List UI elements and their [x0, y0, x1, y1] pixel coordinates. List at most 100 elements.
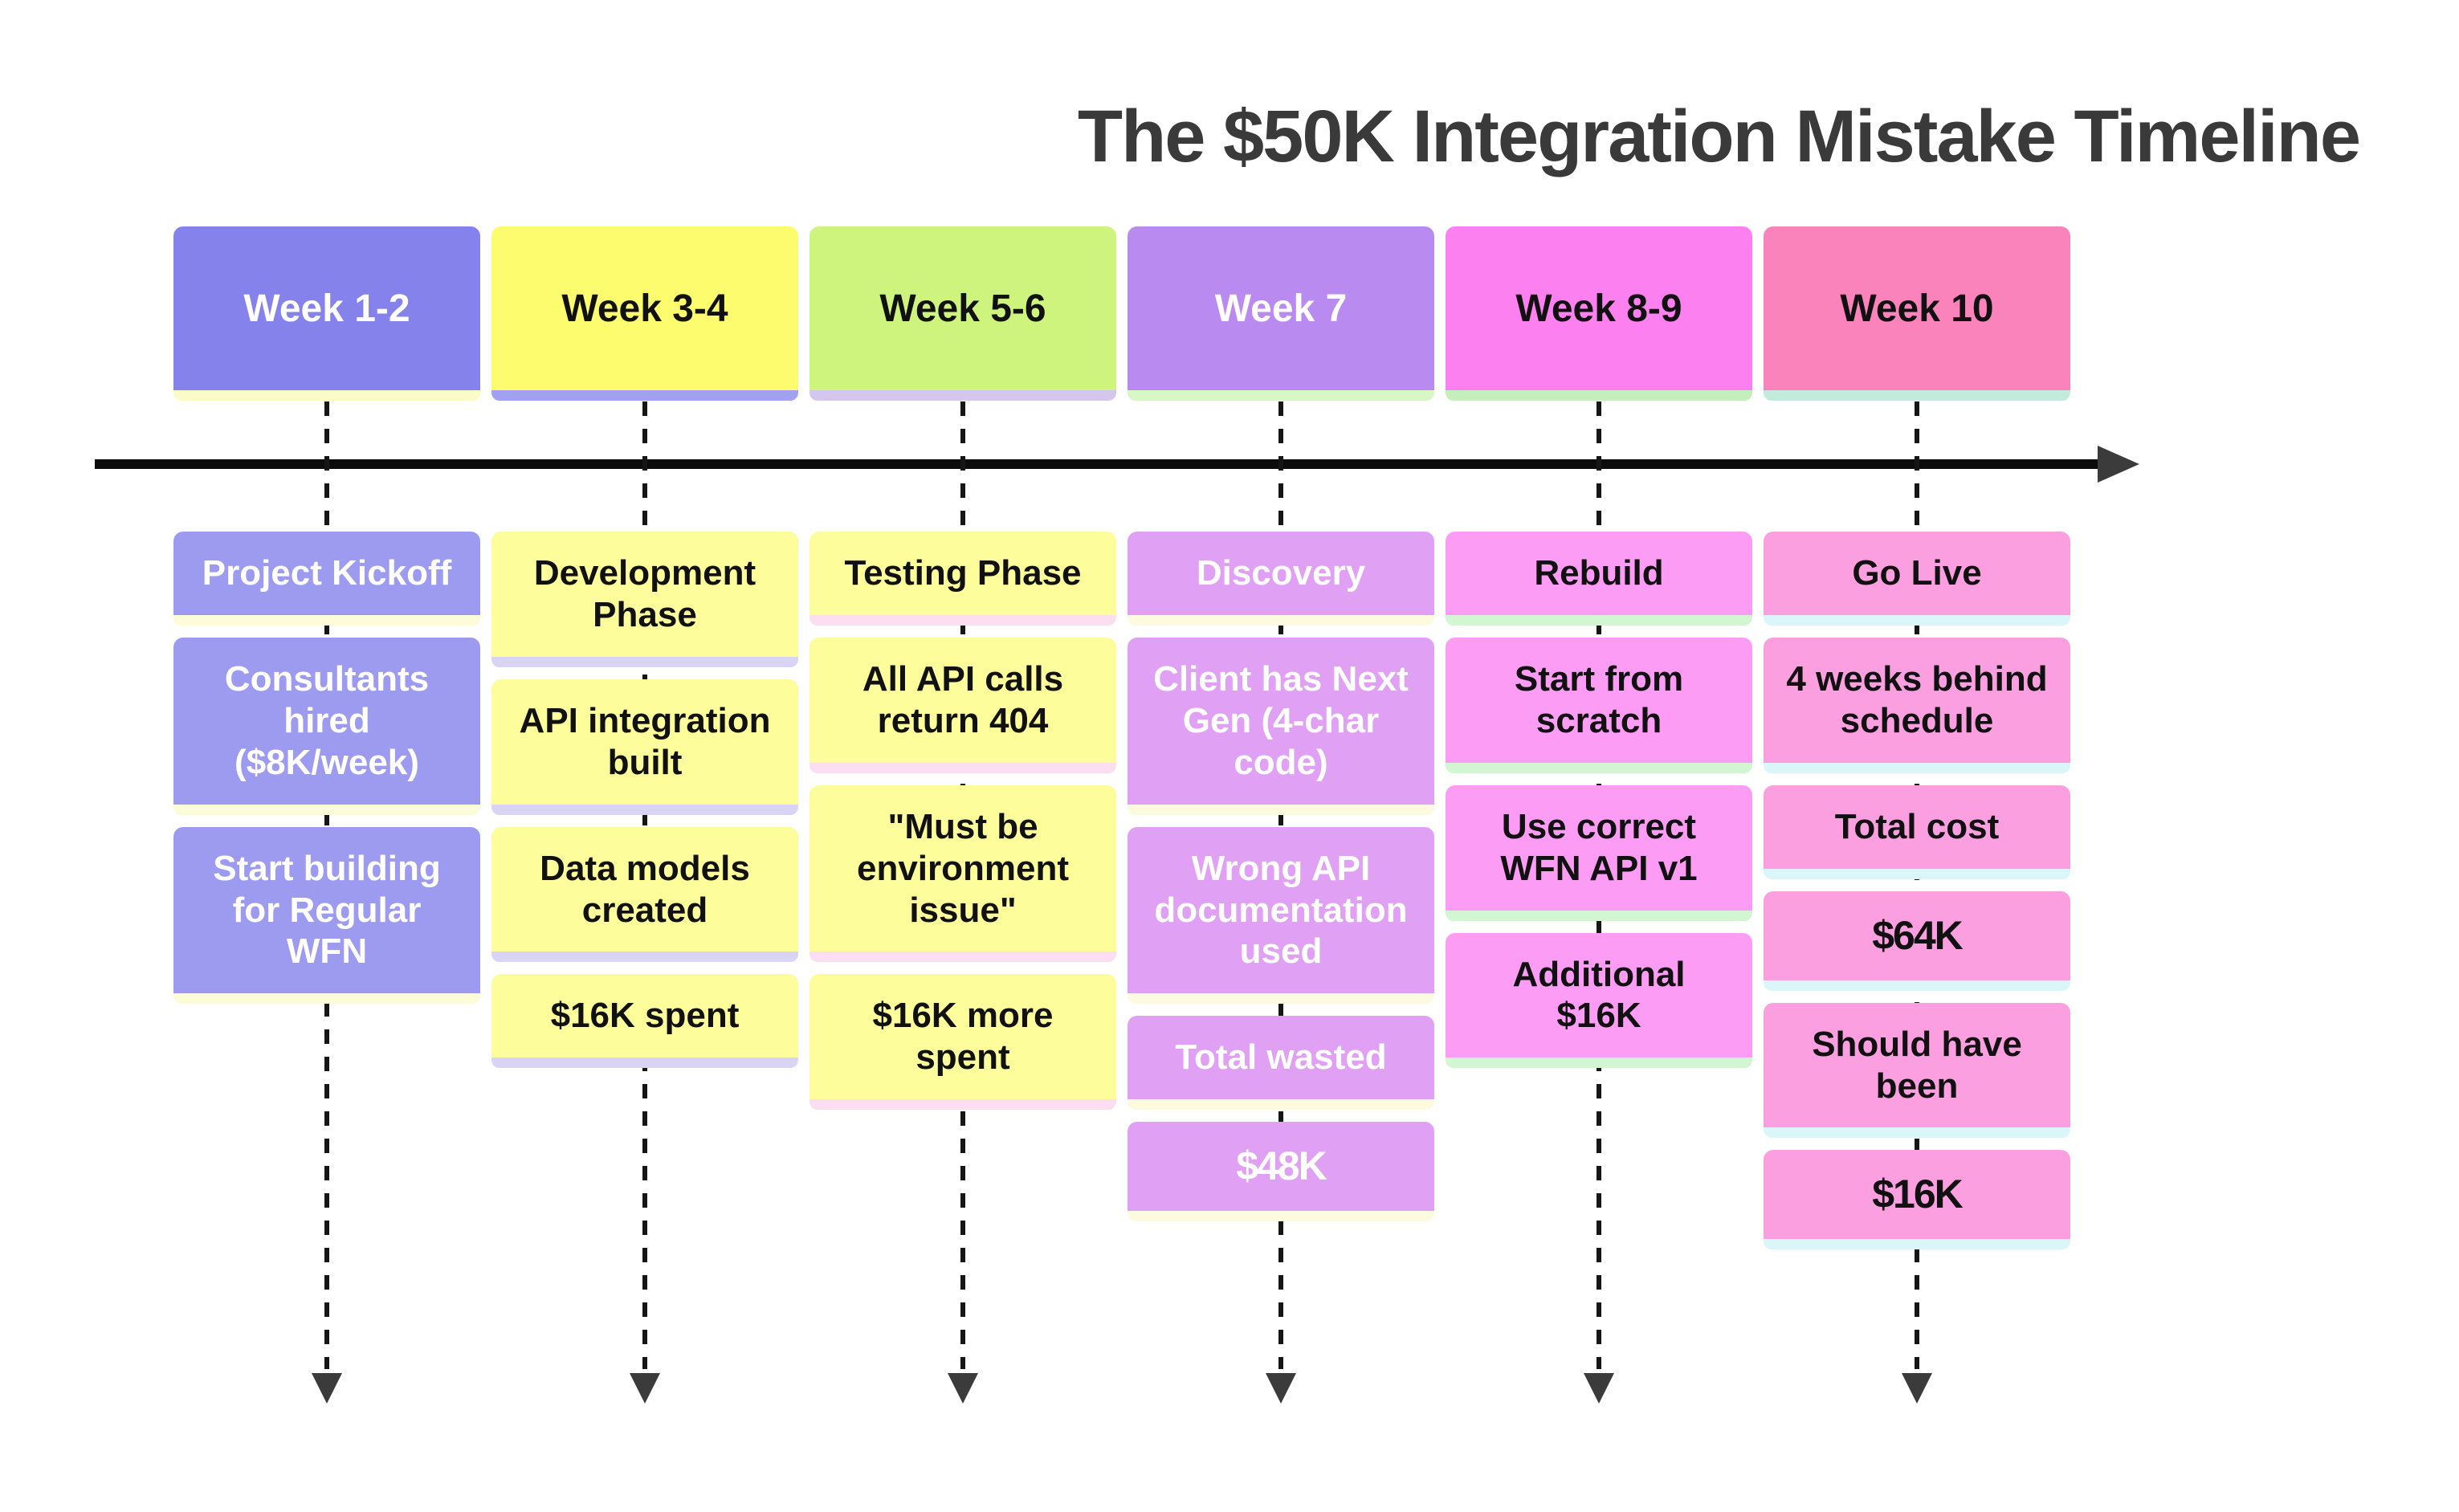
event-label: $16K more spent	[872, 996, 1054, 1078]
timeline-column: Week 5-6 Testing Phase All API calls ret…	[809, 226, 1116, 1404]
event-item: Start from scratch	[1446, 637, 1752, 773]
event-shadow	[173, 804, 480, 815]
event-shadow	[491, 656, 798, 667]
period-shadow	[491, 390, 798, 401]
event-shadow	[1764, 1239, 2070, 1250]
event-list: Rebuild Start from scratch Use correct W…	[1446, 532, 1752, 1080]
event-label: $64K	[1872, 912, 1964, 958]
event-card: Start building for Regular WFN	[173, 826, 480, 994]
event-item: Project Kickoff	[173, 532, 480, 626]
event-label: Additional $16K	[1512, 954, 1686, 1036]
event-label: $16K spent	[550, 996, 740, 1036]
event-label: Discovery	[1196, 553, 1366, 593]
event-shadow	[1128, 1211, 1434, 1222]
event-item: "Must be environment issue"	[809, 785, 1116, 963]
event-card: $16K more spent	[809, 974, 1116, 1100]
page-title: The $50K Integration Mistake Timeline	[1077, 96, 2361, 177]
timeline-column: Week 7 Discovery Client has Next Gen (4-…	[1128, 226, 1434, 1404]
event-card: API integration built	[491, 679, 798, 805]
timeline-column: Week 1-2 Project Kickoff Consultants hir…	[173, 226, 480, 1404]
event-item: Total cost	[1764, 785, 2070, 879]
period-shadow	[1764, 390, 2070, 401]
period-label: Week 8-9	[1515, 287, 1682, 330]
event-list: Project Kickoff Consultants hired ($8K/w…	[173, 532, 480, 1016]
event-item: $48K	[1128, 1122, 1434, 1222]
event-item: Rebuild	[1446, 532, 1752, 626]
event-shadow	[1764, 762, 2070, 773]
event-item: All API calls return 404	[809, 637, 1116, 773]
event-label: Data models created	[540, 848, 750, 930]
event-list: Discovery Client has Next Gen (4-char co…	[1128, 532, 1434, 1233]
event-item: Consultants hired ($8K/week)	[173, 637, 480, 815]
event-shadow	[1764, 1127, 2070, 1139]
event-label: Rebuild	[1534, 553, 1664, 593]
period-label: Week 5-6	[879, 287, 1046, 330]
period-shadow	[1128, 390, 1434, 401]
event-item: Should have been	[1764, 1002, 2070, 1139]
event-label: Use correct WFN API v1	[1500, 806, 1698, 888]
event-card: Client has Next Gen (4-char code)	[1128, 637, 1434, 805]
event-item: Total wasted	[1128, 1016, 1434, 1111]
event-card: $48K	[1128, 1122, 1434, 1212]
event-label: "Must be environment issue"	[856, 806, 1070, 930]
period-shadow	[1446, 390, 1752, 401]
connector-arrowhead-icon	[1266, 1373, 1296, 1404]
event-shadow	[1764, 614, 2070, 626]
event-card: Project Kickoff	[173, 532, 480, 615]
event-item: Data models created	[491, 826, 798, 963]
event-card: Total cost	[1764, 785, 2070, 869]
event-card: Discovery	[1128, 532, 1434, 615]
event-label: 4 weeks behind schedule	[1786, 658, 2048, 740]
event-item: Use correct WFN API v1	[1446, 785, 1752, 921]
timeline-columns: Week 1-2 Project Kickoff Consultants hir…	[173, 226, 2070, 1404]
event-shadow	[491, 1058, 798, 1069]
event-label: $16K	[1872, 1172, 1964, 1217]
event-item: Start building for Regular WFN	[173, 826, 480, 1005]
event-item: $16K	[1764, 1150, 2070, 1250]
event-label: Should have been	[1812, 1024, 2022, 1106]
axis-arrowhead-icon	[2098, 446, 2139, 483]
event-item: Client has Next Gen (4-char code)	[1128, 637, 1434, 815]
event-card: $16K	[1764, 1150, 2070, 1240]
event-item: Development Phase	[491, 532, 798, 667]
event-card: Total wasted	[1128, 1016, 1434, 1100]
period-box: Week 3-4	[491, 226, 798, 390]
period-label: Week 3-4	[561, 287, 728, 330]
event-label: Total cost	[1834, 806, 2000, 846]
event-card: Go Live	[1764, 532, 2070, 615]
event-shadow	[1446, 762, 1752, 773]
period-label: Week 1-2	[243, 287, 410, 330]
event-label: Testing Phase	[844, 553, 1082, 593]
event-item: Wrong API documentation used	[1128, 826, 1434, 1005]
event-card: Testing Phase	[809, 532, 1116, 615]
event-card: All API calls return 404	[809, 637, 1116, 763]
event-shadow	[1764, 868, 2070, 879]
period-shadow	[809, 390, 1116, 401]
event-label: Go Live	[1852, 553, 1982, 593]
event-item: Additional $16K	[1446, 932, 1752, 1069]
event-shadow	[1446, 1058, 1752, 1069]
event-card: "Must be environment issue"	[809, 785, 1116, 952]
event-shadow	[809, 614, 1116, 626]
event-label: Project Kickoff	[202, 553, 452, 593]
event-item: API integration built	[491, 679, 798, 815]
event-shadow	[1446, 614, 1752, 626]
event-label: Development Phase	[533, 553, 756, 634]
event-label: Client has Next Gen (4-char code)	[1153, 658, 1409, 782]
event-item: 4 weeks behind schedule	[1764, 637, 2070, 773]
event-list: Testing Phase All API calls return 404 "…	[809, 532, 1116, 1122]
event-card: Rebuild	[1446, 532, 1752, 615]
event-shadow	[1128, 993, 1434, 1005]
event-list: Development Phase API integration built …	[491, 532, 798, 1080]
event-label: API integration built	[519, 700, 771, 782]
event-label: $48K	[1236, 1143, 1327, 1189]
event-label: Consultants hired ($8K/week)	[224, 658, 430, 782]
event-list: Go Live 4 weeks behind schedule Total co…	[1764, 532, 2070, 1261]
event-card: Consultants hired ($8K/week)	[173, 637, 480, 805]
event-shadow	[491, 804, 798, 815]
event-card: Wrong API documentation used	[1128, 826, 1434, 994]
event-label: Start building for Regular WFN	[213, 848, 441, 972]
timeline-column: Week 10 Go Live 4 weeks behind schedule …	[1764, 226, 2070, 1404]
event-card: Start from scratch	[1446, 637, 1752, 763]
event-item: $16K more spent	[809, 974, 1116, 1111]
